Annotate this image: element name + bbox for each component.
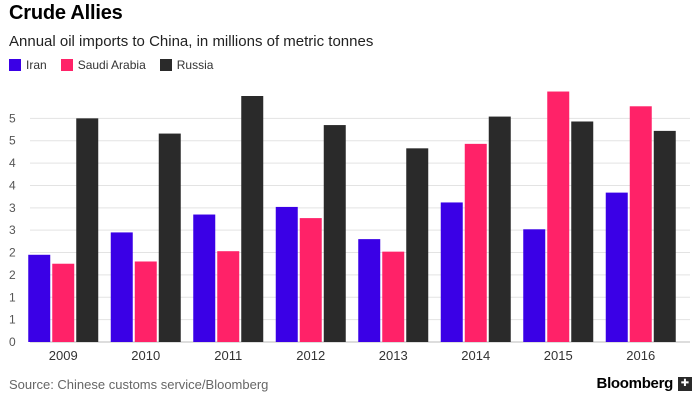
legend-swatch-iran xyxy=(9,59,21,71)
y-tick-label: 1 xyxy=(9,313,16,327)
legend-label-iran: Iran xyxy=(26,58,47,72)
bar-russia xyxy=(488,116,511,342)
bar-saudi-arabia xyxy=(382,251,405,342)
x-tick-label: 2011 xyxy=(214,348,242,363)
x-tick-label: 2012 xyxy=(296,348,325,363)
bar-iran xyxy=(110,232,133,342)
bloomberg-logo-icon: ✚ xyxy=(678,376,692,391)
brand-logo-text: Bloomberg xyxy=(596,375,674,392)
brand: Bloomberg ✚ xyxy=(597,375,692,392)
bar-saudi-arabia xyxy=(547,91,570,342)
x-tick-label: 2013 xyxy=(379,348,408,363)
source-note: Source: Chinese customs service/Bloomber… xyxy=(9,377,269,392)
y-tick-label: 4 xyxy=(9,178,16,192)
bar-russia xyxy=(76,118,99,342)
x-tick-label: 2009 xyxy=(49,348,78,363)
bar-iran xyxy=(605,192,628,342)
legend-item-saudi-arabia: Saudi Arabia xyxy=(60,58,146,72)
bar-saudi-arabia xyxy=(629,106,652,342)
bar-iran xyxy=(193,214,216,342)
bar-saudi-arabia xyxy=(464,143,487,342)
bar-iran xyxy=(28,254,51,342)
legend-label-saudi-arabia: Saudi Arabia xyxy=(77,58,146,72)
bar-iran xyxy=(523,229,546,342)
y-tick-label: 3 xyxy=(9,223,16,237)
legend-item-iran: Iran xyxy=(9,58,47,72)
bar-russia xyxy=(571,121,594,343)
bar-saudi-arabia xyxy=(299,218,322,342)
legend-swatch-russia xyxy=(159,59,172,71)
x-tick-label: 2010 xyxy=(131,348,160,363)
y-tick-label: 5 xyxy=(9,134,16,148)
bar-iran xyxy=(358,239,381,342)
bar-russia xyxy=(241,96,264,342)
bar-russia xyxy=(653,130,676,342)
y-tick-label: 2 xyxy=(9,268,16,282)
y-tick-label: 1 xyxy=(9,290,16,304)
y-tick-label: 0 xyxy=(9,335,16,349)
bar-russia xyxy=(323,125,346,342)
legend-swatch-saudi-arabia xyxy=(60,59,73,71)
bar-russia xyxy=(158,133,181,342)
legend-label-russia: Russia xyxy=(176,58,214,72)
x-tick-label: 2014 xyxy=(461,348,490,363)
y-tick-label: 2 xyxy=(9,246,16,260)
bar-saudi-arabia xyxy=(217,251,240,342)
y-tick-label: 5 xyxy=(9,111,16,125)
chart-subtitle: Annual oil imports to China, in millions… xyxy=(9,33,374,50)
bar-saudi-arabia xyxy=(134,261,157,342)
bar-chart: 0 1 1 2 2 3 3 4 4 5 5 2009 2010 2011 2012 2013 2014 2015 2… xyxy=(9,91,690,363)
chart-title: Crude Allies xyxy=(9,2,123,24)
bar-iran xyxy=(440,202,463,342)
bar-saudi-arabia xyxy=(52,263,75,342)
legend: Iran Saudi Arabia Russia xyxy=(9,58,227,72)
bar-russia xyxy=(406,148,429,342)
y-tick-label: 4 xyxy=(9,156,16,170)
x-tick-label: 2015 xyxy=(544,348,573,363)
legend-item-russia: Russia xyxy=(159,58,214,72)
x-tick-label: 2016 xyxy=(626,348,655,363)
bar-iran xyxy=(275,206,298,342)
y-tick-label: 3 xyxy=(9,201,16,215)
